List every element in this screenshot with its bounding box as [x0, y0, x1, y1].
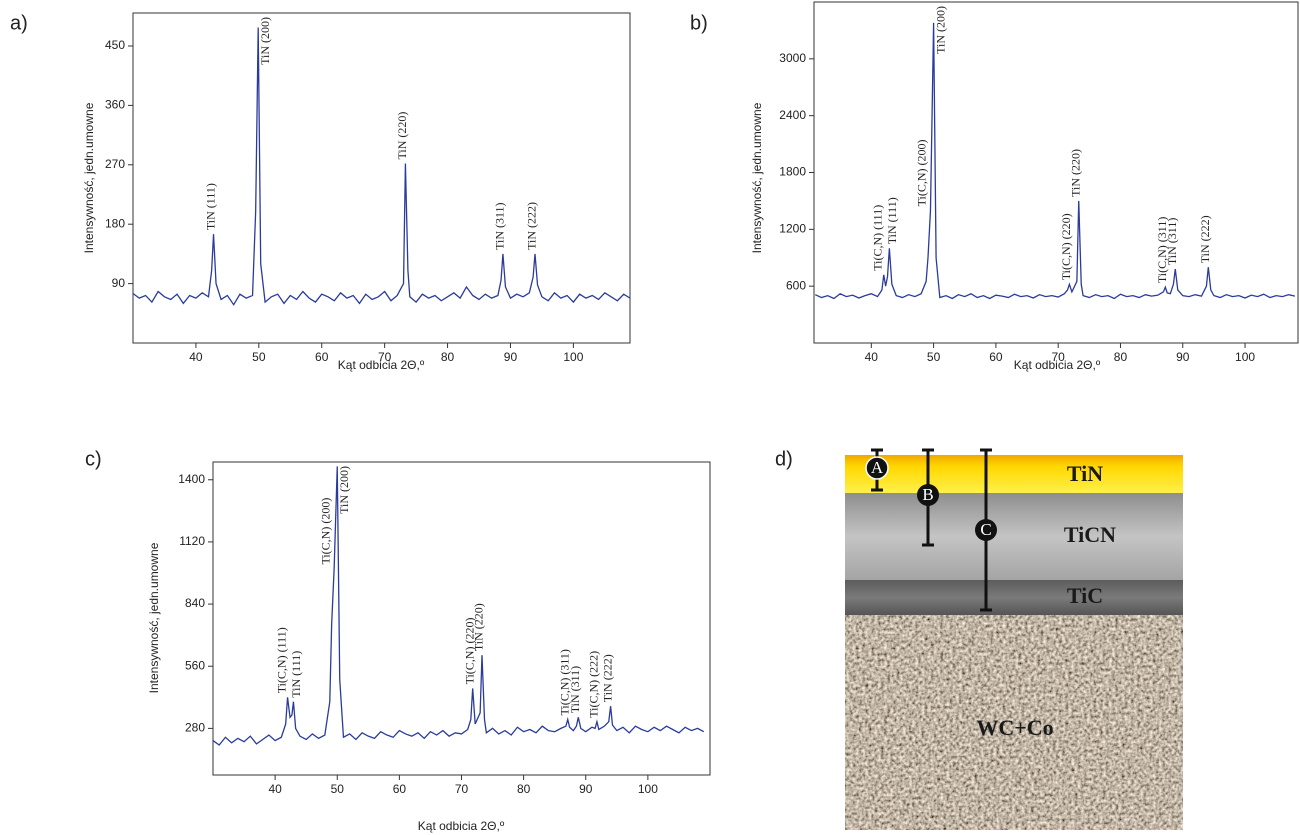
- x-tick-label: 60: [989, 350, 1003, 364]
- x-tick-label: 100: [563, 350, 583, 364]
- peak-label: TiN (311): [1165, 218, 1179, 265]
- x-tick-label: 60: [315, 350, 329, 364]
- panel-label: a): [10, 12, 28, 34]
- x-tick-label: 90: [579, 782, 593, 796]
- peak-label: TiN (220): [1068, 149, 1082, 197]
- peak-label: TiN (311): [493, 202, 507, 249]
- layer-label: WC+Co: [976, 715, 1053, 740]
- layer-label: TiC: [1067, 583, 1103, 608]
- x-axis-label: Kąt odbicia 2Θ,º: [418, 819, 505, 833]
- y-tick-label: 1800: [779, 165, 806, 179]
- peak-label: Ti(C,N) (311): [557, 649, 571, 715]
- peak-label: TiN (111): [203, 183, 217, 230]
- y-tick-label: 560: [185, 658, 205, 672]
- marker-label: A: [871, 458, 884, 477]
- peak-label: TiN (222): [600, 654, 614, 702]
- y-tick-label: 1400: [178, 472, 205, 486]
- layer-tic: [845, 580, 1183, 615]
- x-tick-label: 70: [1052, 350, 1066, 364]
- x-axis-label: Kąt odbicia 2Θ,º: [338, 358, 425, 372]
- peak-label: Ti(C,N) (111): [871, 205, 885, 271]
- x-tick-label: 90: [1176, 350, 1190, 364]
- layer-label: TiCN: [1064, 522, 1116, 547]
- x-tick-label: 80: [517, 782, 531, 796]
- charts: a) 90 180 270 360 450 40 50 60 70 80 90 100 Kąt odbic…: [10, 1, 1299, 833]
- peak-label: Ti(C,N) (200): [915, 139, 929, 206]
- marker-circle: [917, 484, 939, 506]
- y-tick-label: 1120: [179, 534, 205, 548]
- y-tick-label: 1200: [779, 222, 806, 236]
- plot-frame: [813, 1, 1299, 344]
- panel-label: d): [775, 448, 793, 470]
- peak-label: TiN (111): [885, 197, 899, 244]
- panel-label: b): [690, 12, 708, 34]
- layer-label: TiN: [1067, 461, 1103, 486]
- substrate-texture: [845, 615, 1183, 830]
- spectrum-line: [132, 27, 631, 306]
- x-tick-label: 40: [268, 782, 282, 796]
- peak-label: TiN (111): [289, 651, 303, 698]
- plot-frame: [132, 12, 631, 344]
- spectrum-line: [814, 22, 1296, 300]
- peak-label: TiN (222): [525, 202, 539, 250]
- marker-label: C: [980, 520, 991, 539]
- x-tick-label: 50: [927, 350, 941, 364]
- y-tick-label: 180: [105, 216, 125, 230]
- peak-label: TiN (200): [933, 6, 947, 54]
- y-tick-label: 600: [786, 278, 806, 292]
- peak-label: Ti(C,N) (220): [1059, 213, 1073, 280]
- x-tick-label: 50: [252, 350, 266, 364]
- x-tick-label: 100: [1235, 350, 1255, 364]
- spectrum-line: [212, 466, 705, 746]
- x-axis-label: Kąt odbicia 2Θ,º: [1014, 358, 1101, 372]
- x-tick-label: 70: [378, 350, 392, 364]
- layer-tin: [845, 455, 1183, 493]
- y-axis-label: Intensywność, jedn.umowne: [82, 102, 96, 253]
- x-tick-label: 90: [504, 350, 518, 364]
- y-axis-label: Intensywność, jedn.umowne: [147, 542, 161, 693]
- y-tick-label: 90: [112, 276, 126, 290]
- peak-label: TiN (200): [258, 17, 272, 65]
- x-tick-label: 50: [331, 782, 345, 796]
- x-tick-label: 40: [865, 350, 879, 364]
- x-tick-label: 40: [189, 350, 203, 364]
- peak-label: TiN (311): [568, 666, 582, 713]
- peak-label: Ti(C,N) (111): [274, 627, 288, 693]
- y-axis-label: Intensywność, jedn.umowne: [750, 102, 764, 253]
- x-tick-label: 100: [638, 782, 658, 796]
- panel-label: c): [85, 448, 102, 470]
- y-tick-label: 270: [105, 157, 125, 171]
- y-tick-label: 840: [185, 596, 205, 610]
- peak-label: TiN (222): [1198, 215, 1212, 263]
- peak-label: TiN (220): [472, 603, 486, 651]
- y-tick-label: 2400: [779, 108, 806, 122]
- peak-label: TiN (220): [395, 112, 409, 160]
- layer-ticn: [845, 493, 1183, 580]
- y-tick-label: 280: [185, 721, 205, 735]
- peak-label: Ti(C,N) (220): [462, 618, 476, 685]
- x-tick-label: 80: [1114, 350, 1128, 364]
- x-tick-label: 80: [441, 350, 455, 364]
- x-tick-label: 70: [455, 782, 469, 796]
- y-tick-label: 450: [105, 38, 125, 52]
- peak-label: Ti(C,N) (200): [318, 498, 332, 565]
- marker-circle: [865, 456, 889, 480]
- x-tick-label: 60: [393, 782, 407, 796]
- layer-diagram: d) TiN TiCN TiC WC+Co A B C: [775, 448, 1183, 830]
- marker-circle: [975, 519, 997, 541]
- peak-label: Ti(C,N) (311): [1155, 217, 1169, 283]
- peak-label: Ti(C,N) (222): [587, 651, 601, 718]
- peak-label: TiN (200): [337, 466, 351, 514]
- y-tick-label: 360: [105, 98, 125, 112]
- marker-label: B: [922, 485, 933, 504]
- y-tick-label: 3000: [779, 51, 806, 65]
